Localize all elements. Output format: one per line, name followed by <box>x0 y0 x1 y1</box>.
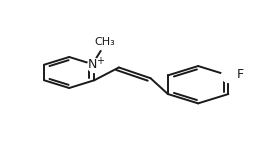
Text: N: N <box>87 58 97 71</box>
Text: CH₃: CH₃ <box>95 37 116 47</box>
Text: +: + <box>96 56 104 66</box>
Text: F: F <box>237 68 244 81</box>
